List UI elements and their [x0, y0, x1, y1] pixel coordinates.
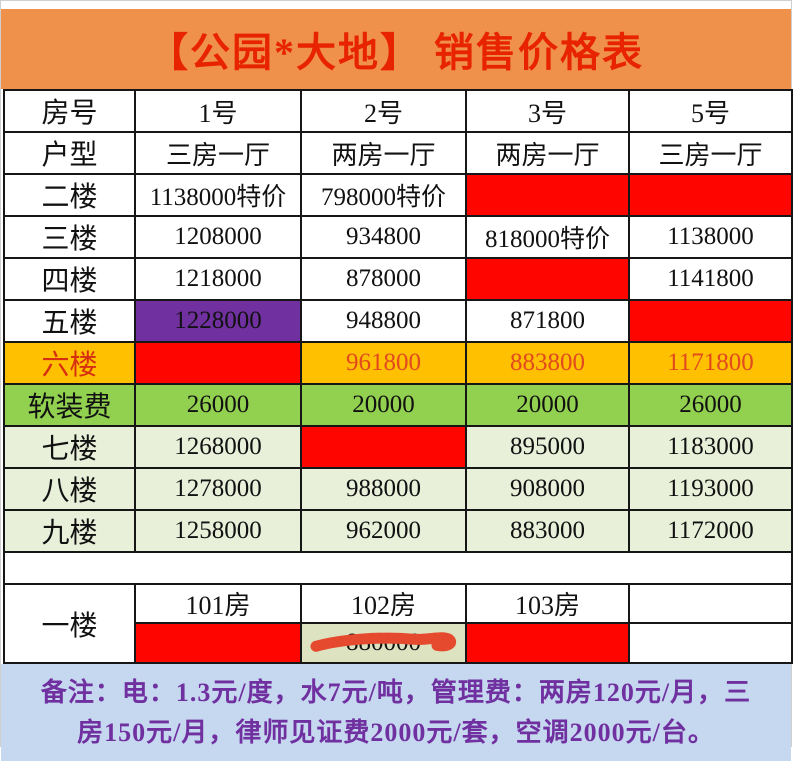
ground-price-cell-2	[465, 622, 630, 664]
remarks-line-2: 房150元/月，律师见证费2000元/套，空调2000元/台。	[77, 717, 715, 747]
floor-5-price-cell-1: 20000	[300, 383, 467, 427]
floor-8-price-cell-0: 1258000	[134, 509, 302, 553]
column-header-4: 5号	[628, 89, 793, 133]
floor-6-price-cell-3: 1183000	[628, 425, 793, 469]
floor-0-price-cell-3	[628, 173, 793, 217]
ground-price-cell-1: 880000	[300, 622, 467, 664]
floor-label-1: 三楼	[3, 215, 136, 259]
floor-4-price-cell-0	[134, 341, 302, 385]
floor-1-price-cell-3: 1138000	[628, 215, 793, 259]
floor-0-price-cell-2	[465, 173, 630, 217]
floor-label-6: 七楼	[3, 425, 136, 469]
floor-1-price-cell-2: 818000特价	[465, 215, 630, 259]
floor-7-price-cell-3: 1193000	[628, 467, 793, 511]
floor-4-price-cell-1: 961800	[300, 341, 467, 385]
title-banner: 【公园*大地】 销售价格表	[1, 9, 791, 89]
room-number-header: 房号	[3, 89, 136, 133]
ground-floor-label: 一楼	[3, 583, 136, 664]
floor-5-price-cell-0: 26000	[134, 383, 302, 427]
unit-type-cell-1: 三房一厅	[134, 131, 302, 175]
table-row: 880000	[4, 622, 793, 664]
table-row: 九楼 1258000 962000 883000 1172000	[3, 509, 793, 553]
column-header-3: 3号	[465, 89, 630, 133]
floor-1-price-cell-1: 934800	[300, 215, 467, 259]
floor-6-price-cell-0: 1268000	[134, 425, 302, 469]
ground-room-header-2: 103房	[465, 583, 630, 624]
ground-price-cell-3	[628, 622, 793, 664]
remarks-line-1: 备注：电：1.3元/度，水7元/吨，管理费：两房120元/月，三	[40, 678, 752, 708]
floor-6-price-cell-2: 895000	[465, 425, 630, 469]
floor-8-price-cell-3: 1172000	[628, 509, 793, 553]
floor-label-3: 五楼	[3, 299, 136, 343]
floor-label-2: 四楼	[3, 257, 136, 301]
ground-room-header-0: 101房	[134, 583, 302, 624]
remarks-note: 备注：电：1.3元/度，水7元/吨，管理费：两房120元/月，三 房150元/月…	[1, 664, 791, 761]
table-row: 一楼 101房 102房 103房	[3, 583, 793, 664]
floor-3-price-cell-0: 1228000	[134, 299, 302, 343]
unit-type-header: 户型	[3, 131, 136, 175]
unit-type-cell-2: 两房一厅	[300, 131, 467, 175]
floor-2-price-cell-1: 878000	[300, 257, 467, 301]
floor-8-price-cell-1: 962000	[300, 509, 467, 553]
unit-type-cell-4: 三房一厅	[628, 131, 793, 175]
floor-7-price-cell-2: 908000	[465, 467, 630, 511]
table-row: 房号 1号 2号 3号 5号	[3, 89, 793, 133]
floor-3-price-cell-3	[628, 299, 793, 343]
page-title: 【公园*大地】 销售价格表	[148, 30, 644, 75]
floor-5-price-cell-2: 20000	[465, 383, 630, 427]
ground-room-header-3	[628, 583, 793, 624]
ground-room-header-1: 102房	[300, 583, 467, 624]
column-header-1: 1号	[134, 89, 302, 133]
floor-1-price-cell-0: 1208000	[134, 215, 302, 259]
table-row: 八楼 1278000 988000 908000 1193000	[3, 467, 793, 511]
crossed-out-price: 880000	[346, 629, 421, 656]
floor-label-8: 九楼	[3, 509, 136, 553]
floor-5-price-cell-3: 26000	[628, 383, 793, 427]
floor-label-7: 八楼	[3, 467, 136, 511]
floor-4-price-cell-2: 883800	[465, 341, 630, 385]
floor-8-price-cell-2: 883000	[465, 509, 630, 553]
floor-2-price-cell-2	[465, 257, 630, 301]
ground-price-cell-0	[134, 622, 302, 664]
table-row	[3, 551, 793, 585]
price-table: 房号 1号 2号 3号 5号 户型 三房一厅 两房一厅 两房一厅 三房一厅 二楼 1138000特价 7…	[3, 89, 793, 664]
floor-7-price-cell-0: 1278000	[134, 467, 302, 511]
unit-type-cell-3: 两房一厅	[465, 131, 630, 175]
column-header-2: 2号	[300, 89, 467, 133]
table-row: 软装费 26000 20000 20000 26000	[3, 383, 793, 427]
floor-3-price-cell-1: 948800	[300, 299, 467, 343]
floor-3-price-cell-2: 871800	[465, 299, 630, 343]
floor-6-price-cell-1	[300, 425, 467, 469]
floor-2-price-cell-0: 1218000	[134, 257, 302, 301]
table-row: 六楼 961800 883800 1171800	[3, 341, 793, 385]
floor-label-4: 六楼	[3, 341, 136, 385]
floor-label-0: 二楼	[3, 173, 136, 217]
table-row: 五楼 1228000 948800 871800	[3, 299, 793, 343]
table-row: 三楼 1208000 934800 818000特价 1138000	[3, 215, 793, 259]
floor-label-5: 软装费	[3, 383, 136, 427]
floor-0-price-cell-1: 798000特价	[300, 173, 467, 217]
table-row: 四楼 1218000 878000 1141800	[3, 257, 793, 301]
table-row: 二楼 1138000特价 798000特价	[3, 173, 793, 217]
price-table-body: 房号 1号 2号 3号 5号 户型 三房一厅 两房一厅 两房一厅 三房一厅 二楼 1138000特价 7…	[3, 89, 793, 664]
table-row: 户型 三房一厅 两房一厅 两房一厅 三房一厅	[3, 131, 793, 175]
top-margin	[1, 1, 791, 9]
floor-2-price-cell-3: 1141800	[628, 257, 793, 301]
floor-0-price-cell-0: 1138000特价	[134, 173, 302, 217]
table-row: 七楼 1268000 895000 1183000	[3, 425, 793, 469]
spacer-row-cell	[3, 551, 793, 585]
floor-7-price-cell-1: 988000	[300, 467, 467, 511]
floor-4-price-cell-3: 1171800	[628, 341, 793, 385]
